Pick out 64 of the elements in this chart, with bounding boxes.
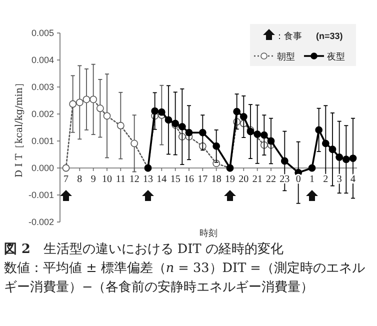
point [116, 122, 124, 130]
point [96, 104, 104, 112]
x-tick-label: 15 [170, 174, 180, 185]
x-tick-label: 14 [156, 174, 167, 185]
x-tick-label: 16 [184, 174, 194, 185]
y-tick-label: 0.001 [31, 136, 54, 146]
point [342, 156, 350, 164]
point [315, 126, 323, 134]
point [69, 100, 77, 108]
point [240, 113, 248, 120]
point [103, 112, 111, 120]
point [198, 128, 206, 136]
y-tick-label: 0.005 [31, 28, 54, 38]
point [280, 157, 288, 165]
point [308, 164, 316, 172]
x-tick-label: 8 [77, 174, 82, 185]
y-tick-label: -0.001 [28, 190, 54, 200]
y-tick-label: -0.002 [28, 217, 54, 227]
x-axis-title: 時刻 [200, 228, 218, 239]
y-tick-label: 0.002 [31, 109, 54, 119]
legend-label: 夜型 [327, 52, 345, 62]
x-tick-label: 13 [143, 174, 153, 185]
legend-朝型: 朝型 [254, 52, 295, 62]
x-tick-label: 19 [225, 174, 235, 185]
x-tick-label: 20 [238, 174, 249, 185]
x-tick-label: 12 [129, 174, 140, 185]
point [62, 164, 70, 172]
point [185, 128, 193, 136]
point [336, 154, 344, 161]
y-tick-label: 0.000 [31, 163, 54, 173]
x-tick-label: 11 [116, 174, 126, 185]
y-axis-title: D I T［kcal/kg/min］ [14, 78, 25, 178]
point [82, 96, 90, 104]
x-tick-label: 10 [102, 174, 112, 185]
annotation: ：食事 [275, 31, 302, 42]
x-tick-label: 17 [198, 174, 208, 185]
x-tick-label: 22 [266, 174, 276, 185]
point [322, 140, 330, 148]
point [90, 96, 98, 104]
annotation: (n=33) [316, 31, 343, 41]
point [151, 107, 159, 115]
text: 数値：平均値 ± 標準偏差（n = 33）DIT =（測定時のエネルギー消費量）−（各食前の安静時エネルギー消費量） [4, 260, 366, 297]
x-tick-label: 18 [211, 174, 222, 185]
y-tick-label: 0.004 [31, 55, 54, 65]
point [233, 108, 241, 116]
point [349, 154, 357, 162]
point [212, 142, 220, 150]
y-tick-label: 0.003 [31, 82, 54, 92]
x-tick-label: 9 [90, 174, 96, 185]
point [328, 146, 336, 154]
x-tick-label: 21 [252, 174, 262, 185]
point [178, 122, 186, 130]
point [76, 98, 84, 106]
x-tick-label: 7 [64, 174, 68, 185]
legend-label: 朝型 [277, 52, 295, 62]
point [130, 140, 138, 148]
x-tick-label: 1 [310, 174, 314, 185]
point [267, 137, 275, 145]
text: 図 2 生活型の違いにおける DIT の経時的変化 [4, 241, 284, 259]
point [158, 108, 166, 116]
point [164, 116, 172, 124]
point [254, 130, 262, 138]
legend-夜型: 夜型 [304, 52, 345, 62]
point [260, 131, 268, 139]
